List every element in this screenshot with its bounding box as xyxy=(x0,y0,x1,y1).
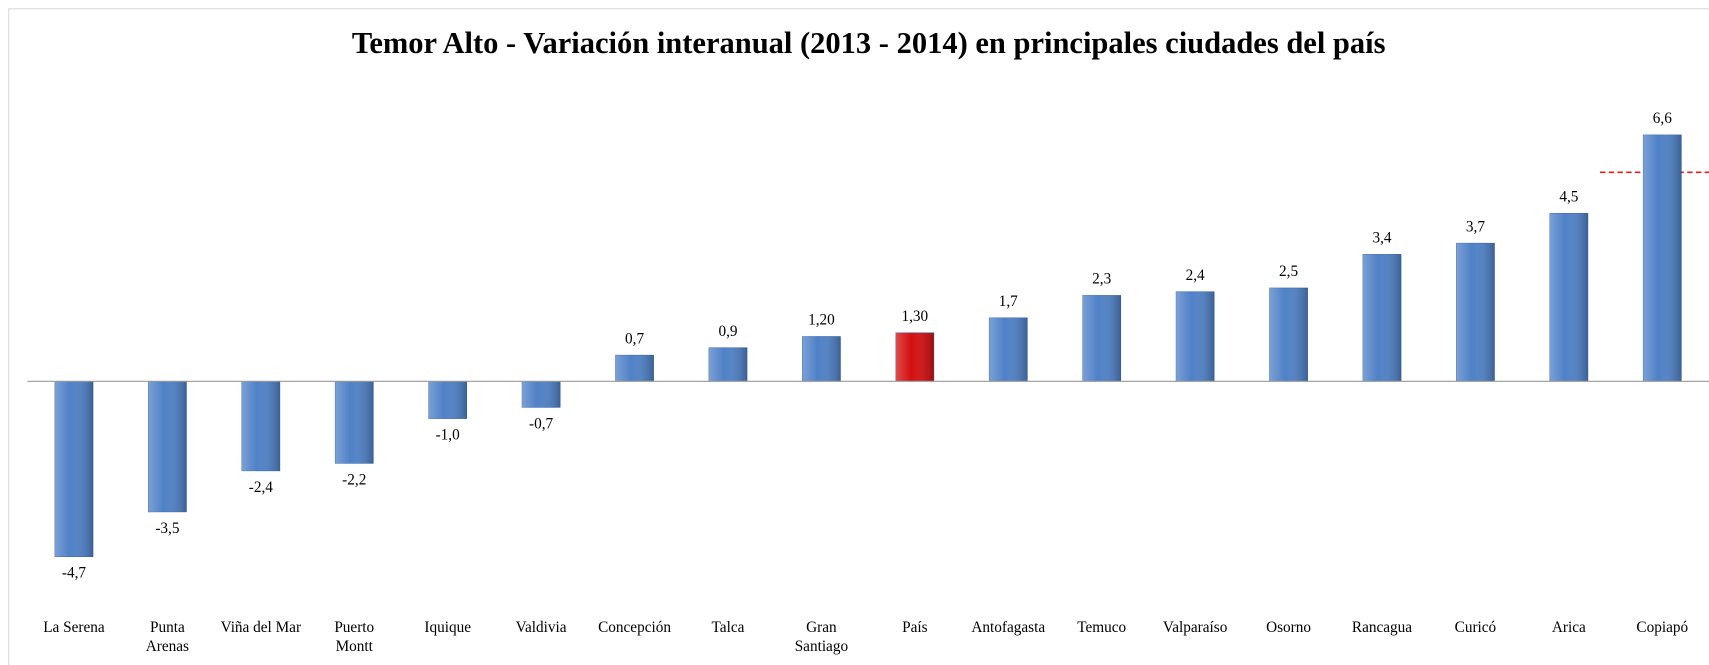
value-label: 6,6 xyxy=(1653,110,1672,127)
x-tick-label: Rancagua xyxy=(1351,620,1413,637)
chart-title: Temor Alto - Variación interanual (2013 … xyxy=(352,26,1386,60)
x-tick-label: Osorno xyxy=(1266,620,1312,637)
x-label-box: Concepción xyxy=(598,620,671,637)
bar-shade xyxy=(708,347,748,382)
bar-shade xyxy=(1176,291,1215,382)
x-label-box: Punta Arenas xyxy=(145,620,189,656)
x-label-box: Valparaíso xyxy=(1162,620,1228,637)
value-label: -3,5 xyxy=(155,520,180,537)
x-tick-label: Temuco xyxy=(1077,620,1127,637)
value-label: 1,30 xyxy=(901,308,928,325)
value-label: -2,2 xyxy=(342,471,366,488)
bar-shade xyxy=(335,381,374,464)
x-label-box: La Serena xyxy=(43,620,105,637)
x-label-box: Arica xyxy=(1551,620,1586,637)
x-label-box: Iquique xyxy=(424,620,471,637)
x-label-box: Rancagua xyxy=(1351,620,1413,637)
value-label: 2,5 xyxy=(1279,263,1298,280)
x-label-box: Curicó xyxy=(1454,620,1497,637)
bar-shade xyxy=(1456,243,1495,382)
value-label: 1,7 xyxy=(999,293,1018,310)
bar-shade xyxy=(802,336,841,382)
value-label: -1,0 xyxy=(436,427,461,444)
value-label: -0,7 xyxy=(529,415,554,432)
x-tick-label: Curicó xyxy=(1454,620,1497,637)
value-label: -4,7 xyxy=(62,565,87,582)
x-label-box: País xyxy=(902,620,928,637)
x-tick-label: Concepción xyxy=(598,620,671,637)
x-label-box: Copiapó xyxy=(1636,620,1689,637)
bar-shade xyxy=(428,381,467,419)
bar-shade xyxy=(522,381,561,408)
bar-shade xyxy=(989,317,1028,382)
value-label: 0,9 xyxy=(718,323,737,340)
x-tick-label: Viña del Mar xyxy=(220,620,302,637)
x-tick-label: Talca xyxy=(711,620,745,637)
x-label-box: Talca xyxy=(711,620,745,637)
x-tick-label: Valdivia xyxy=(515,620,567,637)
bar-shade xyxy=(1362,254,1402,382)
value-label: 3,7 xyxy=(1466,218,1485,235)
x-label-box: Viña del Mar xyxy=(220,620,302,637)
x-label-box: Puerto Montt xyxy=(334,620,375,656)
value-label: 1,20 xyxy=(808,312,835,329)
x-label-box: Osorno xyxy=(1266,620,1312,637)
value-label: 2,3 xyxy=(1092,271,1111,288)
x-tick-label: País xyxy=(902,620,928,637)
value-label: 0,7 xyxy=(625,330,644,347)
value-label: -2,4 xyxy=(249,479,274,496)
bar-shade xyxy=(1269,287,1308,382)
bar-shade xyxy=(54,381,94,557)
bar-shade xyxy=(1643,134,1682,382)
x-label-box: Antofagasta xyxy=(971,620,1046,637)
bar-shade xyxy=(895,332,934,382)
x-tick-label: Iquique xyxy=(424,620,471,637)
x-tick-label: Copiapó xyxy=(1636,620,1689,637)
value-label: 3,4 xyxy=(1372,230,1391,247)
bar-shade xyxy=(148,381,187,512)
value-label: 2,4 xyxy=(1186,267,1205,284)
chart-border xyxy=(8,8,1709,665)
x-tick-label: Punta Arenas xyxy=(145,620,189,656)
x-tick-label: Arica xyxy=(1551,620,1586,637)
x-label-box: Gran Santiago xyxy=(794,620,849,656)
x-tick-label: Puerto Montt xyxy=(334,620,375,656)
x-label-box: Temuco xyxy=(1077,620,1127,637)
bar-shade xyxy=(1549,213,1588,382)
x-tick-label: Gran Santiago xyxy=(794,620,849,656)
bar-shade xyxy=(1082,295,1121,382)
x-tick-label: Antofagasta xyxy=(971,620,1046,637)
x-tick-label: Valparaíso xyxy=(1162,620,1228,637)
x-tick-label: La Serena xyxy=(43,620,105,637)
bar-shade xyxy=(615,355,654,382)
value-label: 4,5 xyxy=(1559,189,1578,206)
bar-shade xyxy=(241,381,280,471)
x-label-box: Valdivia xyxy=(515,620,567,637)
